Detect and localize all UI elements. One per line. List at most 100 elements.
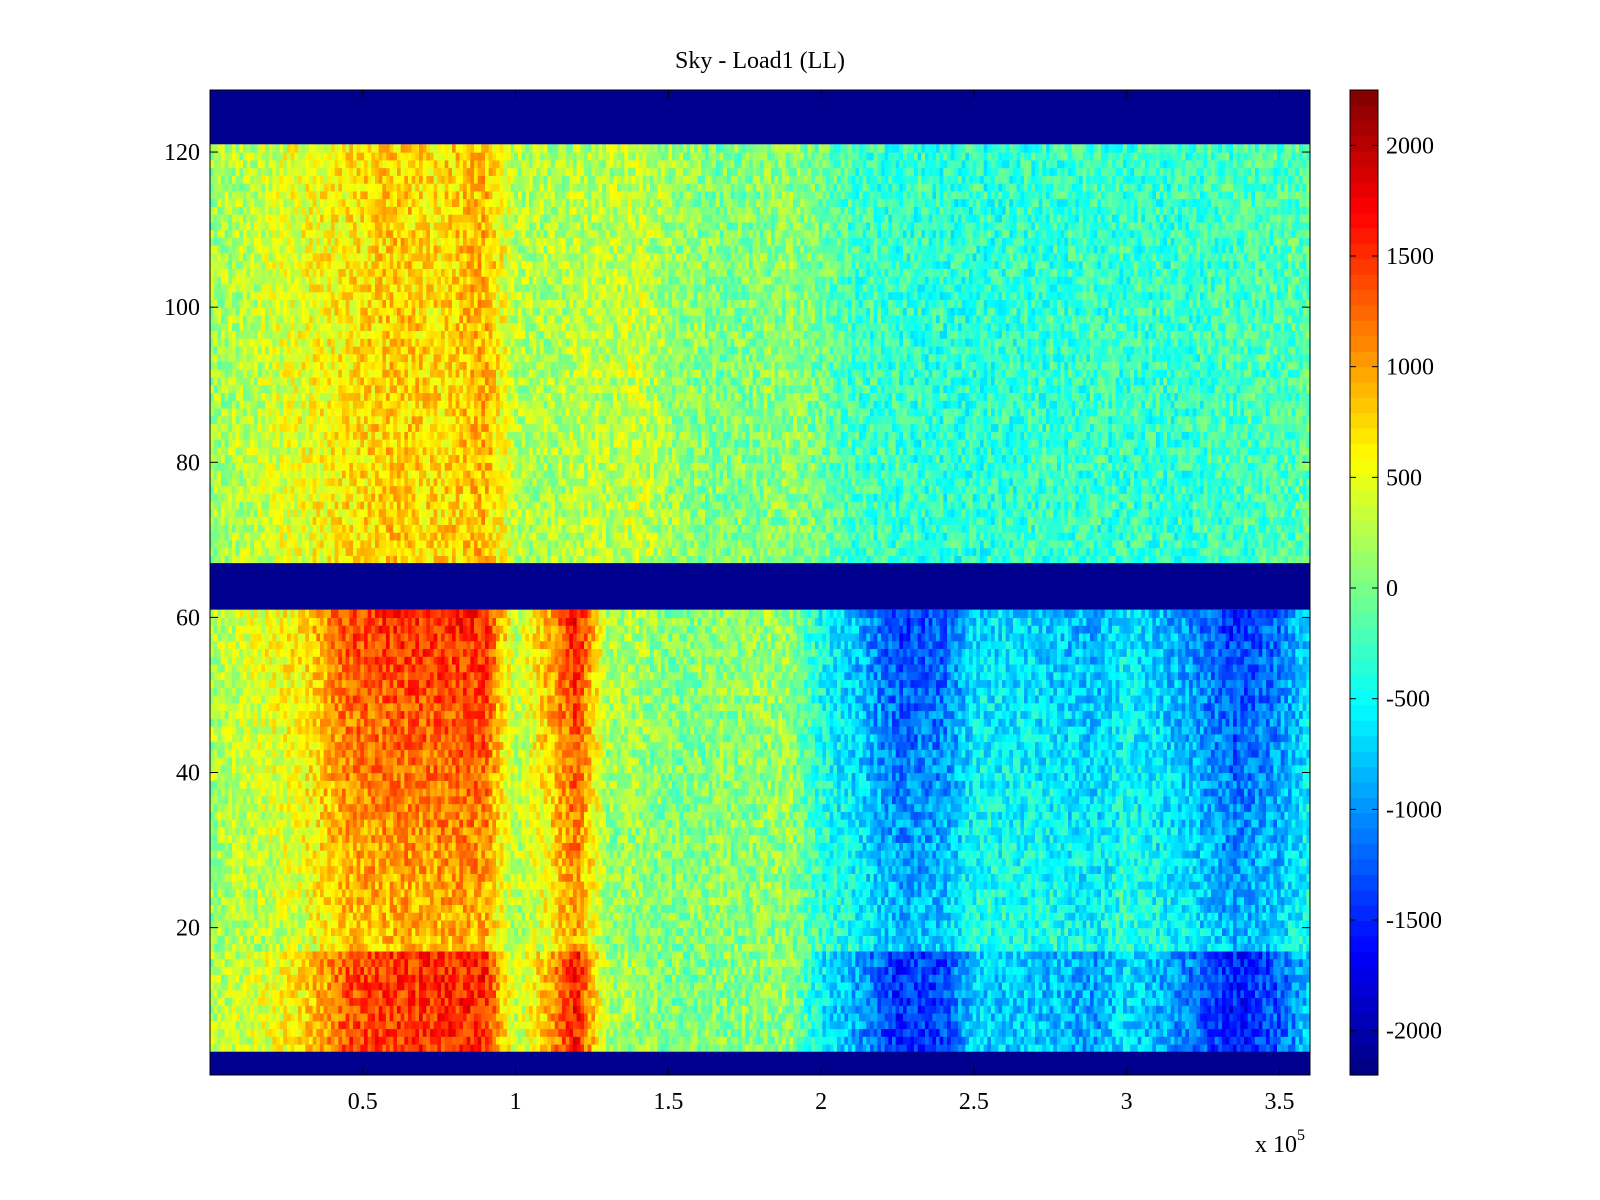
heatmap-cell [778, 943, 783, 952]
heatmap-cell [987, 1036, 992, 1045]
heatmap-cell [1163, 966, 1168, 975]
heatmap-cell [932, 966, 937, 975]
heatmap-cell [899, 966, 904, 975]
heatmap-cell [1262, 997, 1267, 1006]
heatmap-cell [1104, 1005, 1109, 1014]
heatmap-cell [408, 997, 413, 1006]
heatmap-cell [837, 989, 842, 999]
heatmap-cell [866, 919, 871, 929]
heatmap-cell [444, 927, 449, 936]
heatmap-cell [1071, 974, 1076, 983]
heatmap-cell [628, 997, 633, 1006]
heatmap-cell [980, 1043, 985, 1053]
heatmap-cell [232, 1028, 237, 1037]
heatmap-cell [272, 974, 277, 983]
heatmap-cell [1240, 1043, 1245, 1053]
heatmap-cell [235, 958, 240, 968]
heatmap-cell [430, 997, 435, 1006]
heatmap-cell [657, 974, 662, 983]
heatmap-cell [800, 950, 805, 960]
heatmap-cell [705, 1043, 710, 1053]
heatmap-cell [499, 1036, 504, 1045]
heatmap-cell [507, 927, 512, 936]
heatmap-cell [690, 1020, 695, 1030]
heatmap-cell [796, 997, 801, 1006]
heatmap-cell [642, 958, 647, 968]
heatmap-cell [928, 1036, 933, 1045]
heatmap-cell [694, 997, 699, 1006]
heatmap-cell [1258, 1005, 1263, 1014]
heatmap-cell [639, 1028, 644, 1037]
heatmap-cell [463, 958, 468, 968]
heatmap-cell [213, 989, 218, 999]
heatmap-cell [334, 950, 339, 960]
heatmap-cell [983, 1020, 988, 1030]
heatmap-cell [232, 997, 237, 1006]
heatmap-cell [1071, 981, 1076, 991]
heatmap-cell [518, 966, 523, 975]
heatmap-cell [609, 1012, 614, 1022]
heatmap-cell [232, 974, 237, 983]
heatmap-cell [268, 943, 273, 952]
heatmap-cell [668, 1012, 673, 1022]
heatmap-cell [514, 989, 519, 999]
heatmap-cell [378, 997, 383, 1006]
heatmap-cell [481, 1020, 486, 1030]
heatmap-cell [980, 1036, 985, 1045]
heatmap-cell [422, 997, 427, 1006]
heatmap-cell [1123, 943, 1128, 952]
heatmap-cell [452, 1028, 457, 1037]
heatmap-cell [855, 1012, 860, 1022]
heatmap-cell [224, 943, 229, 952]
heatmap-cell [415, 981, 420, 991]
heatmap-cell [342, 997, 347, 1006]
heatmap-cell [309, 981, 314, 991]
heatmap-cell [221, 997, 226, 1006]
heatmap-cell [386, 1036, 391, 1045]
heatmap-cell [892, 958, 897, 968]
heatmap-cell [1108, 989, 1113, 999]
heatmap-cell [1291, 974, 1296, 983]
heatmap-cell [312, 1036, 317, 1045]
heatmap-cell [635, 966, 640, 975]
heatmap-cell [855, 950, 860, 960]
heatmap-cell [1042, 981, 1047, 991]
heatmap-cell [455, 997, 460, 1006]
heatmap-cell [793, 950, 798, 960]
heatmap-cell [613, 974, 618, 983]
heatmap-cell [408, 1012, 413, 1022]
heatmap-cell [565, 1036, 570, 1045]
heatmap-cell [529, 974, 534, 983]
heatmap-cell [1214, 966, 1219, 975]
heatmap-cell [400, 950, 405, 960]
heatmap-cell [789, 966, 794, 975]
heatmap-cell [683, 1043, 688, 1053]
heatmap-cell [1156, 981, 1161, 991]
heatmap-cell [565, 1043, 570, 1053]
heatmap-cell [514, 958, 519, 968]
heatmap-cell [903, 935, 908, 944]
heatmap-cell [954, 1012, 959, 1022]
heatmap-cell [635, 950, 640, 960]
heatmap-cell [298, 989, 303, 999]
heatmap-cell [367, 1012, 372, 1022]
heatmap-cell [998, 1043, 1003, 1053]
heatmap-cell [1090, 966, 1095, 975]
heatmap-cell [712, 927, 717, 936]
heatmap-cell [837, 974, 842, 983]
heatmap-cell [1218, 943, 1223, 952]
heatmap-cell [910, 1012, 915, 1022]
heatmap-cell [389, 1020, 394, 1030]
heatmap-cell [1086, 997, 1091, 1006]
heatmap-cell [972, 981, 977, 991]
heatmap-cell [224, 1012, 229, 1022]
heatmap-cell [554, 1043, 559, 1053]
heatmap-cell [411, 1020, 416, 1030]
heatmap-cell [837, 958, 842, 968]
heatmap-cell [1196, 997, 1201, 1006]
heatmap-cell [312, 974, 317, 983]
heatmap-cell [1277, 935, 1282, 944]
heatmap-cell [235, 950, 240, 960]
heatmap-cell [1057, 1028, 1062, 1037]
heatmap-cell [598, 1020, 603, 1030]
